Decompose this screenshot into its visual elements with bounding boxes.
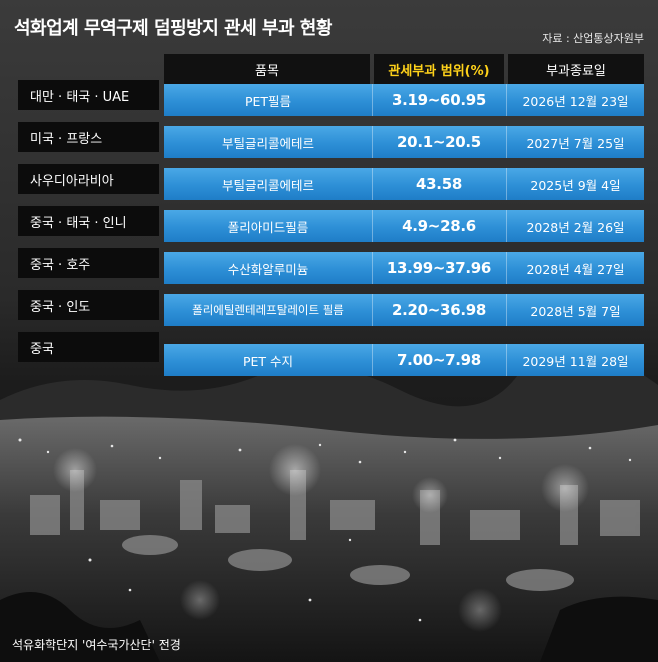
row-divider — [372, 168, 373, 200]
country-label: 대만 · 태국 · UAE — [18, 80, 159, 110]
row-divider — [506, 252, 507, 284]
end-date-cell: 2028년 5월 7일 — [530, 303, 621, 319]
row-divider — [506, 344, 507, 376]
item-cell: 폴리아미드필름 — [227, 219, 309, 235]
column-header-item: 품목 — [164, 54, 370, 84]
row-band — [164, 168, 644, 200]
item-cell: 수산화알루미늄 — [227, 261, 309, 277]
row-band — [164, 210, 644, 242]
rate-cell: 7.00~7.98 — [397, 351, 481, 369]
row-divider — [372, 126, 373, 158]
row-band — [164, 252, 644, 284]
end-date-cell: 2025년 9월 4일 — [530, 177, 621, 193]
row-band — [164, 84, 644, 116]
rate-cell: 20.1~20.5 — [397, 133, 481, 151]
row-divider — [372, 294, 373, 326]
item-cell: PET필름 — [244, 93, 292, 109]
rate-cell: 13.99~37.96 — [386, 259, 492, 277]
row-divider — [506, 84, 507, 116]
country-label: 중국 — [18, 332, 159, 362]
headline: 석화업계 무역구제 덤핑방지 관세 부과 현황 — [14, 18, 332, 39]
rate-cell: 3.19~60.95 — [391, 91, 487, 109]
rate-cell: 43.58 — [416, 175, 462, 193]
row-divider — [506, 126, 507, 158]
column-header-end-date: 부과종료일 — [508, 54, 644, 84]
rate-cell: 4.9~28.6 — [402, 217, 476, 235]
item-cell: 폴리에틸렌테레프탈레이트 필름 — [192, 303, 344, 317]
country-label: 중국 · 인도 — [18, 290, 159, 320]
row-band — [164, 294, 644, 326]
rate-cell: 2.20~36.98 — [391, 301, 487, 319]
row-band — [164, 126, 644, 158]
item-cell: 부틸글리콜에테르 — [221, 177, 314, 193]
country-label: 사우디아라비아 — [18, 164, 159, 194]
item-cell: PET 수지 — [242, 353, 294, 369]
row-divider — [372, 210, 373, 242]
row-divider — [506, 210, 507, 242]
row-divider — [506, 294, 507, 326]
end-date-cell: 2026년 12월 23일 — [522, 93, 629, 109]
column-header-rate: 관세부과 범위(%) — [374, 54, 504, 84]
end-date-cell: 2028년 2월 26일 — [526, 219, 625, 235]
row-divider — [506, 168, 507, 200]
photo-caption: 석유화학단지 '여수국가산단' 전경 — [12, 638, 181, 652]
row-divider — [372, 344, 373, 376]
row-band — [164, 344, 644, 376]
row-divider — [372, 84, 373, 116]
row-divider — [372, 252, 373, 284]
country-label: 중국 · 호주 — [18, 248, 159, 278]
end-date-cell: 2029년 11월 28일 — [522, 353, 629, 369]
end-date-cell: 2028년 4월 27일 — [526, 261, 625, 277]
country-label: 중국 · 태국 · 인니 — [18, 206, 159, 236]
country-label: 미국 · 프랑스 — [18, 122, 159, 152]
end-date-cell: 2027년 7월 25일 — [526, 135, 625, 151]
source-credit: 자료 : 산업통상자원부 — [542, 32, 644, 45]
item-cell: 부틸글리콜에테르 — [221, 135, 314, 151]
